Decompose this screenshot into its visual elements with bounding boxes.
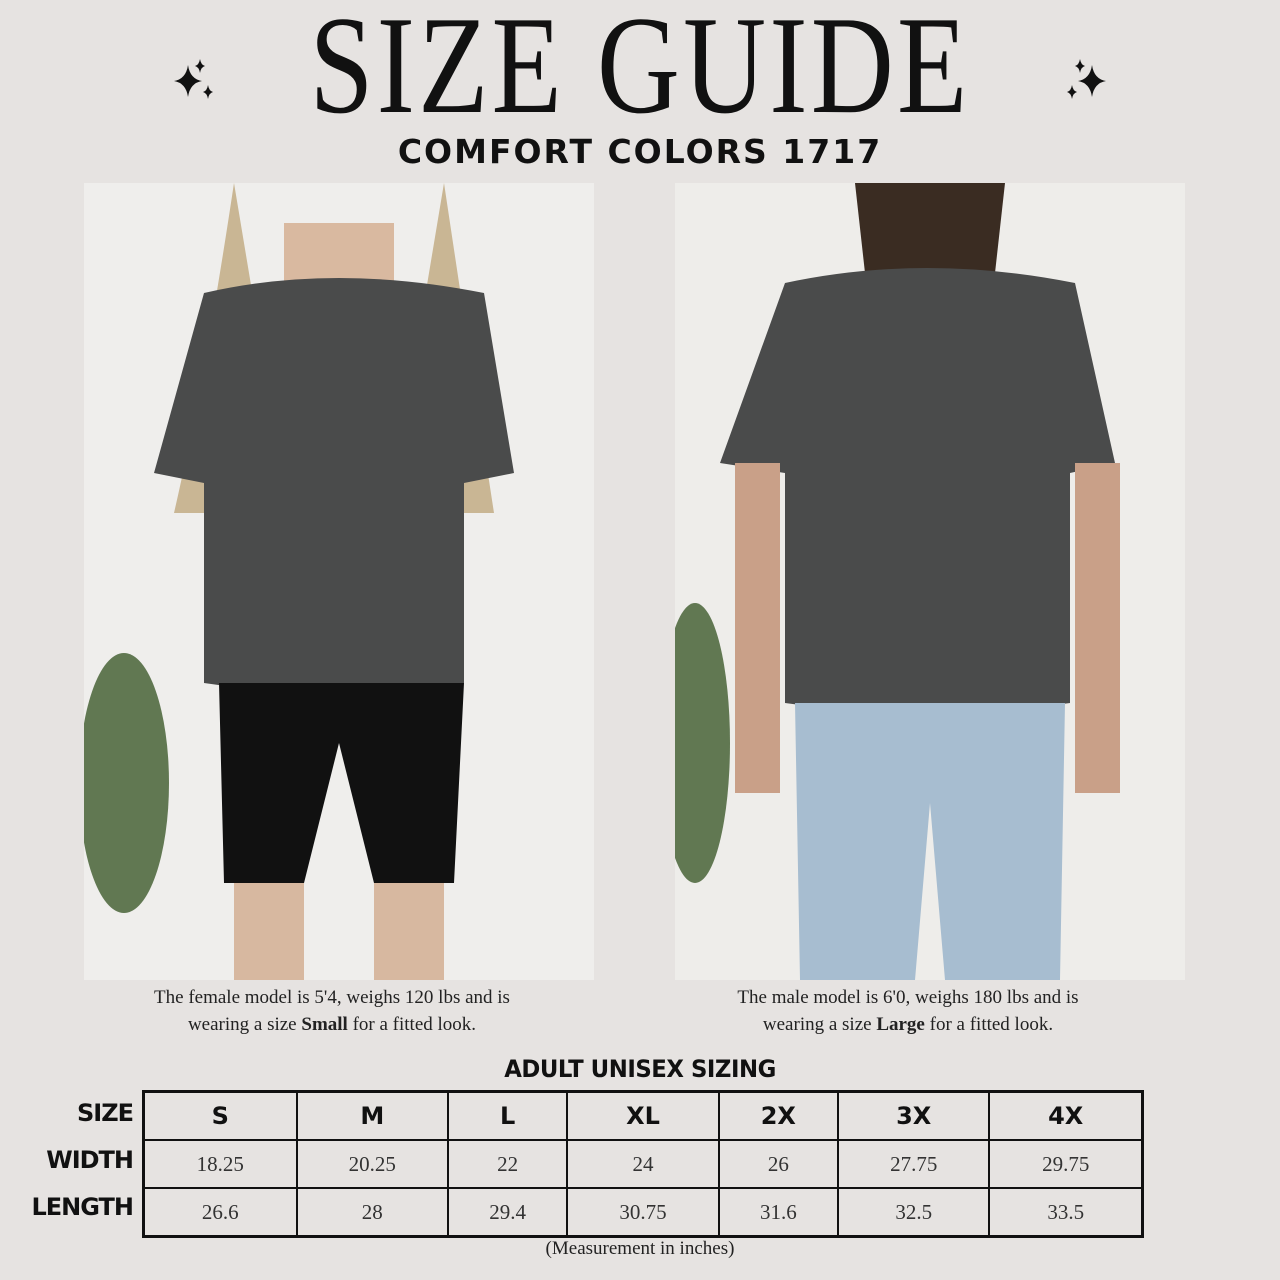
- subtitle: COMFORT COLORS 1717: [397, 132, 883, 171]
- length-cell: 26.6: [142, 1187, 298, 1238]
- size-cell: 4X: [988, 1090, 1144, 1141]
- row-label-width: WIDTH: [46, 1146, 134, 1174]
- length-cell: 31.6: [717, 1187, 839, 1238]
- size-cell: L: [447, 1090, 569, 1141]
- width-cell: 26: [717, 1139, 839, 1189]
- female-model-photo: [84, 183, 594, 980]
- sparkle-icon: [1067, 59, 1106, 99]
- size-cell: XL: [566, 1090, 720, 1141]
- sizing-table: S M L XL 2X 3X 4X 18.25 20.25 22 24 26 2…: [142, 1090, 1144, 1238]
- width-cell: 27.75: [836, 1139, 991, 1189]
- size-cell: 2X: [717, 1090, 839, 1141]
- caption-text: wearing a size: [762, 1014, 877, 1035]
- caption-size: Small: [301, 1014, 348, 1035]
- size-cell: 3X: [836, 1090, 991, 1141]
- row-label-length: LENGTH: [31, 1193, 134, 1221]
- sparkle-icon: [174, 59, 213, 99]
- table-row-width: 18.25 20.25 22 24 26 27.75 29.75: [142, 1139, 1144, 1189]
- caption-text: The male model is 6'0, weighs 180 lbs an…: [737, 987, 1079, 1008]
- caption-text: The female model is 5'4, weighs 120 lbs …: [154, 987, 510, 1008]
- measurement-note: (Measurement in inches): [545, 1238, 735, 1259]
- size-cell: M: [295, 1090, 450, 1141]
- length-cell: 30.75: [566, 1187, 720, 1238]
- width-cell: 20.25: [295, 1139, 450, 1189]
- size-cell: S: [142, 1090, 298, 1141]
- page-title: SIZE GUIDE: [309, 0, 971, 143]
- row-label-size: SIZE: [76, 1099, 134, 1127]
- table-row-size: S M L XL 2X 3X 4X: [142, 1090, 1144, 1141]
- length-cell: 28: [295, 1187, 450, 1238]
- male-model-photo: [675, 183, 1185, 980]
- length-cell: 33.5: [988, 1187, 1144, 1238]
- caption-size: Large: [876, 1014, 925, 1035]
- caption-text: wearing a size: [187, 1014, 302, 1035]
- length-cell: 29.4: [447, 1187, 569, 1238]
- caption-text: for a fitted look.: [924, 1014, 1054, 1035]
- width-cell: 29.75: [988, 1139, 1144, 1189]
- caption-text: for a fitted look.: [347, 1014, 477, 1035]
- female-model-caption: The female model is 5'4, weighs 120 lbs …: [52, 984, 612, 1038]
- male-model-caption: The male model is 6'0, weighs 180 lbs an…: [628, 984, 1188, 1038]
- width-cell: 22: [447, 1139, 569, 1189]
- length-cell: 32.5: [836, 1187, 991, 1238]
- sizing-table-title: ADULT UNISEX SIZING: [504, 1055, 776, 1083]
- table-row-length: 26.6 28 29.4 30.75 31.6 32.5 33.5: [142, 1187, 1144, 1238]
- width-cell: 18.25: [142, 1139, 298, 1189]
- width-cell: 24: [566, 1139, 720, 1189]
